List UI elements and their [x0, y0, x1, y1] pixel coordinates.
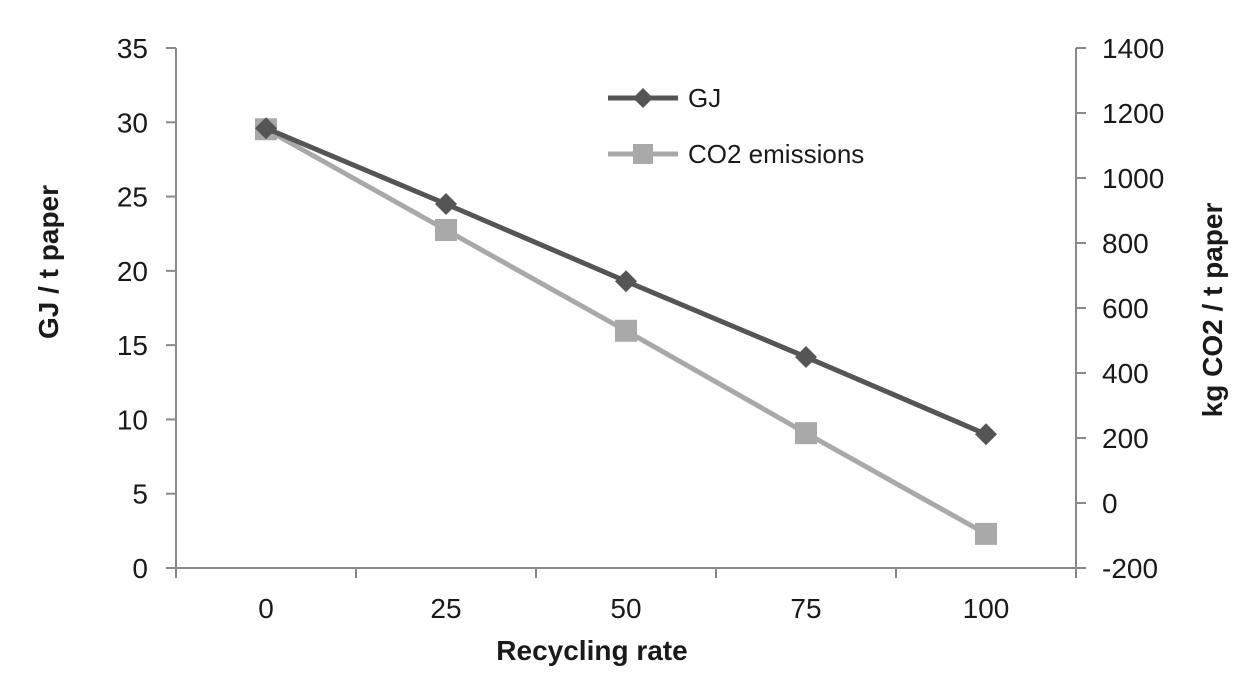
y-tick-label-left: 35 — [117, 33, 148, 64]
x-tick-label: 100 — [963, 593, 1010, 624]
x-tick-label: 0 — [258, 593, 274, 624]
co2-point — [795, 422, 817, 445]
co2-point — [435, 219, 457, 241]
legend-swatch-marker — [633, 144, 653, 164]
gj-point — [255, 117, 277, 140]
gj-point — [975, 423, 997, 446]
y-tick-label-left: 5 — [132, 479, 148, 510]
y-tick-label-right: 0 — [1102, 488, 1118, 519]
y-tick-label-left: 10 — [117, 404, 148, 435]
x-tick-label: 75 — [790, 593, 821, 624]
gj-point — [435, 193, 457, 215]
x-tick-label: 25 — [430, 593, 461, 624]
y-tick-label-right: 600 — [1102, 293, 1149, 324]
co2-point — [615, 319, 637, 342]
legend: GJ CO2 emissions — [608, 83, 864, 169]
legend-label-gj: GJ — [688, 83, 721, 113]
x-tick-label: 50 — [610, 593, 641, 624]
y-tick-label-left: 20 — [117, 256, 148, 287]
series — [255, 117, 997, 545]
y-tick-label-left: 0 — [132, 553, 148, 584]
y-tick-label-right: 800 — [1102, 228, 1149, 259]
y-tick-label-right: 400 — [1102, 358, 1149, 389]
tick-labels: 05101520253035-2000200400600800100012001… — [117, 33, 1164, 624]
y-tick-label-left: 30 — [117, 107, 148, 138]
y-tick-label-right: 200 — [1102, 423, 1149, 454]
co2-point — [975, 522, 997, 545]
y-tick-label-right: 1000 — [1102, 163, 1164, 194]
axes — [166, 47, 1086, 578]
y-tick-label-left: 15 — [117, 330, 148, 361]
y-tick-label-right: 1200 — [1102, 98, 1164, 129]
legend-label-co2: CO2 emissions — [688, 139, 864, 169]
y-axis-title-left: GJ / t paper — [33, 185, 64, 339]
y-tick-label-right: 1400 — [1102, 33, 1164, 64]
legend-swatch-marker — [633, 88, 653, 108]
y-axis-title-right: kg CO2 / t paper — [1197, 203, 1228, 418]
gj-point — [795, 346, 817, 369]
y-tick-label-left: 25 — [117, 182, 148, 213]
x-axis-title: Recycling rate — [496, 635, 687, 666]
legend-item-co2: CO2 emissions — [608, 139, 864, 169]
legend-item-gj: GJ — [608, 83, 721, 113]
gj-point — [615, 270, 637, 293]
y-tick-label-right: -200 — [1102, 553, 1158, 584]
